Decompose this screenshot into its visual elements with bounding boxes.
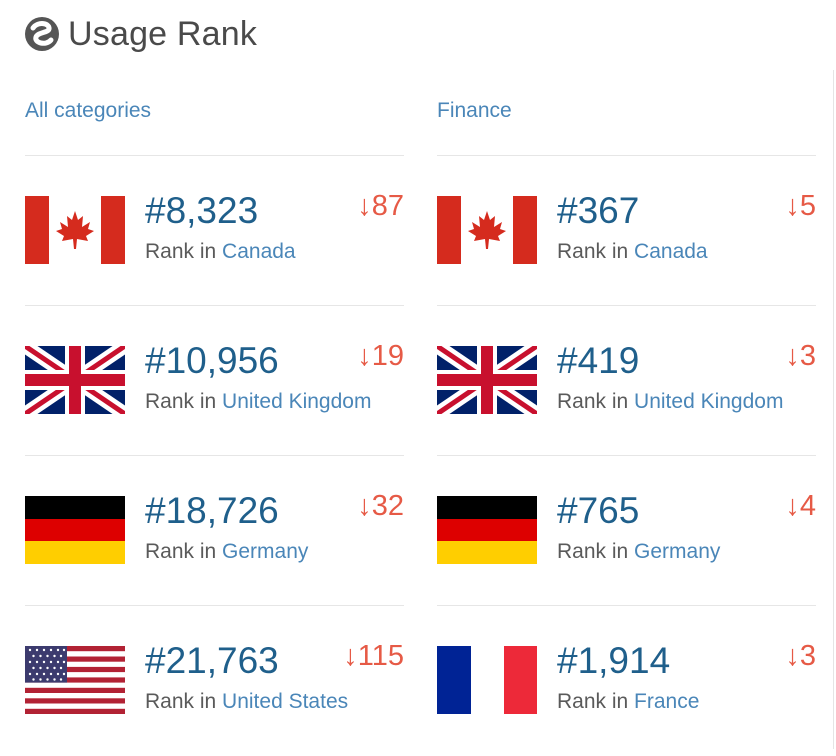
rank-value: #367 — [557, 190, 640, 231]
rank-value: #1,914 — [557, 640, 671, 681]
rank-label: Rank in United States — [145, 690, 349, 713]
rank-value: #18,726 — [145, 490, 279, 531]
france-flag-icon — [437, 646, 537, 714]
arrow-down-icon: ↓ — [357, 490, 372, 522]
rank-row: #419 Rank in United Kingdom ↓3 — [437, 306, 816, 456]
country-link[interactable]: Germany — [222, 540, 309, 563]
uk-flag-icon — [25, 346, 125, 414]
country-link[interactable]: France — [634, 690, 700, 713]
rank-row: #8,323 Rank in Canada ↓87 — [25, 156, 404, 306]
rank-label: Rank in United Kingdom — [145, 390, 372, 413]
arrow-down-icon: ↓ — [343, 640, 358, 672]
usage-rank-header: Usage Rank — [24, 10, 257, 58]
rank-label: Rank in Canada — [145, 240, 296, 263]
rank-label: Rank in Germany — [145, 540, 309, 563]
uk-flag-icon — [437, 346, 537, 414]
country-link[interactable]: Germany — [634, 540, 721, 563]
category-column-all: All categories #8,323 Rank in Canada ↓87… — [25, 86, 404, 756]
rank-value: #21,763 — [145, 640, 279, 681]
divider — [25, 455, 404, 456]
divider — [25, 155, 404, 156]
arrow-down-icon: ↓ — [785, 490, 800, 522]
canada-flag-icon — [437, 196, 537, 264]
arrow-down-icon: ↓ — [785, 640, 800, 672]
divider — [437, 605, 816, 606]
divider — [25, 605, 404, 606]
panel-edge — [833, 70, 834, 749]
rank-value: #765 — [557, 490, 640, 531]
country-link[interactable]: Canada — [222, 240, 296, 263]
germany-flag-icon — [437, 496, 537, 564]
country-link[interactable]: United Kingdom — [222, 390, 372, 413]
divider — [25, 305, 404, 306]
rank-change: ↓19 — [357, 340, 404, 372]
arrow-down-icon: ↓ — [357, 340, 372, 372]
divider — [437, 305, 816, 306]
canada-flag-icon — [25, 196, 125, 264]
divider — [437, 155, 816, 156]
usa-flag-icon — [25, 646, 125, 714]
arrow-down-icon: ↓ — [785, 190, 800, 222]
page-title: Usage Rank — [68, 14, 258, 53]
category-title[interactable]: Finance — [437, 99, 512, 122]
germany-flag-icon — [25, 496, 125, 564]
arrow-down-icon: ↓ — [357, 190, 372, 222]
similarweb-logo-icon — [25, 17, 59, 51]
rank-change: ↓5 — [785, 190, 816, 222]
rank-row: #18,726 Rank in Germany ↓32 — [25, 456, 404, 606]
rank-label: Rank in United Kingdom — [557, 390, 784, 413]
category-column-finance: Finance #367 Rank in Canada ↓5 #419 Rank… — [437, 86, 816, 756]
rank-change: ↓3 — [785, 340, 816, 372]
rank-row: #10,956 Rank in United Kingdom ↓19 — [25, 306, 404, 456]
country-link[interactable]: Canada — [634, 240, 708, 263]
divider — [437, 455, 816, 456]
category-title[interactable]: All categories — [25, 99, 152, 122]
rank-label: Rank in Germany — [557, 540, 721, 563]
rank-value: #419 — [557, 340, 640, 381]
rank-change: ↓87 — [357, 190, 404, 222]
rank-change: ↓3 — [785, 640, 816, 672]
arrow-down-icon: ↓ — [785, 340, 800, 372]
rank-value: #8,323 — [145, 190, 259, 231]
rank-row: #21,763 Rank in United States ↓115 — [25, 606, 404, 756]
rank-row: #367 Rank in Canada ↓5 — [437, 156, 816, 306]
rank-value: #10,956 — [145, 340, 279, 381]
country-link[interactable]: United States — [222, 690, 349, 713]
country-link[interactable]: United Kingdom — [634, 390, 784, 413]
rank-label: Rank in Canada — [557, 240, 708, 263]
rank-row: #765 Rank in Germany ↓4 — [437, 456, 816, 606]
rank-label: Rank in France — [557, 690, 700, 713]
rank-change: ↓115 — [343, 640, 404, 672]
rank-change: ↓32 — [357, 490, 404, 522]
rank-change: ↓4 — [785, 490, 816, 522]
rank-row: #1,914 Rank in France ↓3 — [437, 606, 816, 756]
